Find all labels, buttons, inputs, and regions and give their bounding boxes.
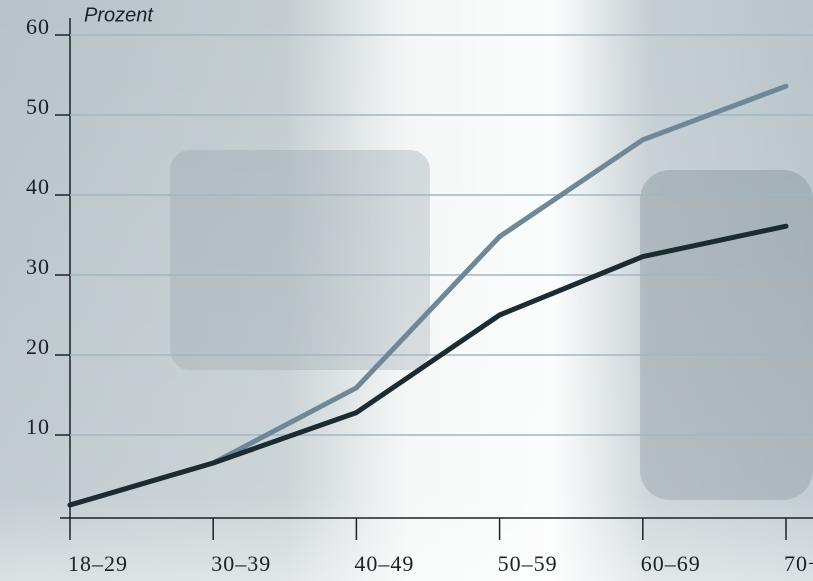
y-tick-label: 40 (26, 174, 50, 199)
data-line (67, 223, 789, 508)
y-axis-label: Prozent (84, 4, 154, 26)
x-tick-label: 40–49 (354, 551, 414, 576)
y-tick-label: 30 (26, 254, 50, 279)
x-tick-label: 18–29 (68, 551, 128, 576)
x-tick-label: 50–59 (498, 551, 558, 576)
x-tick-label: 70+ (784, 551, 813, 576)
x-tick-label: 60–69 (641, 551, 701, 576)
y-tick-label: 50 (26, 94, 50, 119)
x-tick-label: 30–39 (211, 551, 271, 576)
y-tick-label: 60 (26, 14, 50, 39)
y-tick-label: 20 (26, 334, 50, 359)
y-tick-label: 10 (26, 414, 50, 439)
